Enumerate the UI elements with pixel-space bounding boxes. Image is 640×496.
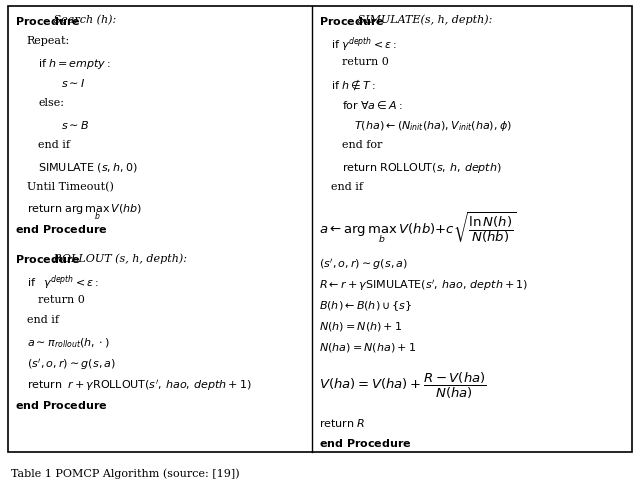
Text: $(s',o,r)\sim g(s,a)$: $(s',o,r)\sim g(s,a)$ [319, 257, 408, 272]
Text: $\mathrm{if}\;\;\;\gamma^{depth} < \epsilon :$: $\mathrm{if}\;\;\;\gamma^{depth} < \epsi… [27, 274, 99, 293]
Text: $\bf{end\ Procedure}$: $\bf{end\ Procedure}$ [15, 223, 108, 235]
Text: Table 1 POMCP Algorithm (source: [19]): Table 1 POMCP Algorithm (source: [19]) [11, 468, 239, 479]
Text: $\mathrm{return}\;\;r + \gamma\mathrm{ROLLOUT}(s',\,hao,\,depth+1)$: $\mathrm{return}\;\;r + \gamma\mathrm{RO… [27, 378, 252, 393]
Text: $\bf{end\ Procedure}$: $\bf{end\ Procedure}$ [15, 399, 108, 411]
Text: $\mathrm{for}\;\forall a \in A :$: $\mathrm{for}\;\forall a \in A :$ [342, 98, 403, 111]
Text: $\mathbf{Procedure}$: $\mathbf{Procedure}$ [319, 15, 385, 27]
Text: $N(h)=N(h)+1$: $N(h)=N(h)+1$ [319, 320, 403, 333]
Text: $s \sim B$: $s \sim B$ [61, 119, 90, 131]
Text: $a \leftarrow \arg\max_{b}\,V(hb)+c\sqrt{\dfrac{\ln N(h)}{N(hb)}}$: $a \leftarrow \arg\max_{b}\,V(hb)+c\sqrt… [319, 211, 517, 247]
Text: $\mathrm{return}\;\mathrm{ROLLOUT}(s,\,h,\,depth)$: $\mathrm{return}\;\mathrm{ROLLOUT}(s,\,h… [342, 161, 502, 175]
Text: Repeat:: Repeat: [27, 36, 70, 46]
Text: end if: end if [27, 315, 59, 325]
Text: $(s', o, r) \sim g(s, a)$: $(s', o, r) \sim g(s, a)$ [27, 357, 116, 372]
Text: $\bf{end\ Procedure}$: $\bf{end\ Procedure}$ [319, 437, 412, 449]
Text: $B(h)\leftarrow B(h)\cup\{s\}$: $B(h)\leftarrow B(h)\cup\{s\}$ [319, 299, 413, 313]
Text: $V(ha)=V(ha)+\dfrac{R-V(ha)}{N(ha)}$: $V(ha)=V(ha)+\dfrac{R-V(ha)}{N(ha)}$ [319, 371, 487, 401]
Text: $a \sim \pi_{rollout}(h, \cdot)$: $a \sim \pi_{rollout}(h, \cdot)$ [27, 336, 110, 350]
Text: $\mathrm{return}\;\arg\max_{b}\,V(hb)$: $\mathrm{return}\;\arg\max_{b}\,V(hb)$ [27, 202, 142, 222]
Text: $R \leftarrow r+\gamma\mathrm{SIMULATE}(s',\,hao,\,depth+1)$: $R \leftarrow r+\gamma\mathrm{SIMULATE}(… [319, 278, 529, 293]
Text: $\mathrm{SIMULATE}\;(s,h,0)$: $\mathrm{SIMULATE}\;(s,h,0)$ [38, 161, 138, 174]
Text: $\mathrm{if}\; h = \mathit{empty} :$: $\mathrm{if}\; h = \mathit{empty} :$ [38, 57, 111, 70]
Text: end if: end if [331, 182, 363, 191]
Text: $\mathrm{if}\;\gamma^{depth} < \epsilon :$: $\mathrm{if}\;\gamma^{depth} < \epsilon … [331, 36, 397, 55]
Text: Until Timeout(): Until Timeout() [27, 182, 114, 192]
Text: $\mathrm{if}\;h \notin T :$: $\mathrm{if}\;h \notin T :$ [331, 77, 375, 92]
Text: SIMULATE(s, h, depth):: SIMULATE(s, h, depth): [354, 15, 492, 25]
Text: Search (h):: Search (h): [50, 15, 116, 25]
Text: end for: end for [342, 140, 383, 150]
Text: ROLLOUT (s, h, depth):: ROLLOUT (s, h, depth): [50, 253, 187, 263]
Text: $s \sim I$: $s \sim I$ [61, 77, 86, 89]
Text: else:: else: [38, 98, 65, 108]
Text: $\mathrm{return}\;R$: $\mathrm{return}\;R$ [319, 417, 365, 429]
Text: end if: end if [38, 140, 70, 150]
Text: return 0: return 0 [38, 295, 85, 305]
Text: $\mathbf{Procedure}$: $\mathbf{Procedure}$ [15, 253, 81, 265]
Text: $T(ha) \leftarrow (N_{init}(ha),V_{init}(ha),\phi)$: $T(ha) \leftarrow (N_{init}(ha),V_{init}… [354, 119, 512, 133]
Text: $\mathbf{Procedure}$: $\mathbf{Procedure}$ [15, 15, 81, 27]
Text: $N(ha)=N(ha)+1$: $N(ha)=N(ha)+1$ [319, 341, 417, 354]
Text: return 0: return 0 [342, 57, 389, 66]
